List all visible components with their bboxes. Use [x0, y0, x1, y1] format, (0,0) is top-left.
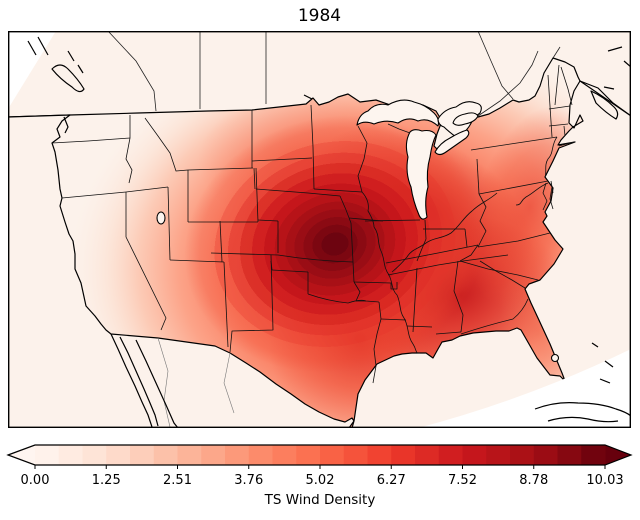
colorbar-tick-label: 0.00	[21, 473, 50, 488]
colorbar-segment	[557, 445, 582, 465]
colorbar-segment	[58, 445, 84, 465]
colorbar-under-arrow	[8, 445, 35, 465]
colorbar-segment	[391, 445, 416, 465]
colorbar-segment	[438, 445, 464, 465]
colorbar: 0.00 1.25 2.51 3.76 5.02 6.27 7.52 8.78 10.03 TS…	[6, 444, 633, 508]
axes-frame	[8, 31, 631, 428]
colorbar-tick-label: 8.78	[519, 473, 548, 488]
colorbar-segment	[367, 445, 392, 465]
figure-title: 1984	[297, 6, 342, 26]
colorbar-segment	[533, 445, 559, 465]
cuba	[534, 402, 631, 417]
lake-michigan	[405, 129, 437, 220]
colorbar-segment	[177, 445, 202, 465]
vancouver-island	[51, 64, 85, 93]
colorbar-segment	[153, 445, 179, 465]
mexico-gulf-of-california-coast	[135, 339, 179, 428]
nova-scotia	[590, 90, 619, 120]
colorbar-tick-label: 7.52	[448, 473, 477, 488]
colorbar-segment	[510, 445, 535, 465]
colorbar-segment	[35, 445, 60, 465]
colorbar-over-arrow	[605, 445, 631, 465]
pacific-mexico-mask	[8, 114, 355, 428]
colorbar-segment	[106, 445, 131, 465]
colorbar-segment	[581, 445, 606, 465]
colorbar-tick-label: 1.25	[92, 473, 121, 488]
colorbar-segment	[415, 445, 440, 465]
atlantic-gulf-mask	[351, 80, 631, 428]
lake-erie	[434, 129, 470, 156]
puget-sound	[63, 116, 69, 134]
map-canvas	[8, 31, 631, 428]
colorbar-tick-label: 3.76	[234, 473, 263, 488]
great-salt-lake	[156, 211, 166, 225]
lake-okeechobee	[550, 353, 560, 363]
colorbar-segment	[343, 445, 369, 465]
colorbar-tick-label: 6.27	[377, 473, 406, 488]
state-boundaries	[51, 64, 575, 384]
colorbar-segment	[272, 445, 297, 465]
colorbar-title: TS Wind Density	[264, 492, 376, 508]
baja-california-coast	[110, 333, 153, 428]
colorbar-segments	[8, 445, 631, 465]
colorbar-segment	[296, 445, 321, 465]
mexico-lines	[110, 333, 235, 428]
islands-coasts	[27, 36, 631, 423]
colorbar-segment	[82, 445, 107, 465]
colorbar-segment	[486, 445, 511, 465]
colorbar-tick-label: 5.02	[306, 473, 335, 488]
no-data-wedge	[8, 31, 56, 109]
colorbar-segment	[462, 445, 487, 465]
great-lakes	[156, 99, 560, 363]
colorbar-ticks: 0.00 1.25 2.51 3.76 5.02 6.27 7.52 8.78 10.03	[21, 465, 624, 488]
bahamas	[591, 342, 599, 348]
colorbar-segment	[225, 445, 250, 465]
canada-province-lines	[107, 31, 561, 117]
colorbar-tick-label: 10.03	[586, 473, 623, 488]
ocean-no-data-arc	[418, 349, 631, 428]
colorbar-segment	[130, 445, 155, 465]
colorbar-segment	[248, 445, 274, 465]
colorbar-segment	[201, 445, 226, 465]
colorbar-segment	[320, 445, 345, 465]
colorbar-tick-label: 2.51	[163, 473, 192, 488]
